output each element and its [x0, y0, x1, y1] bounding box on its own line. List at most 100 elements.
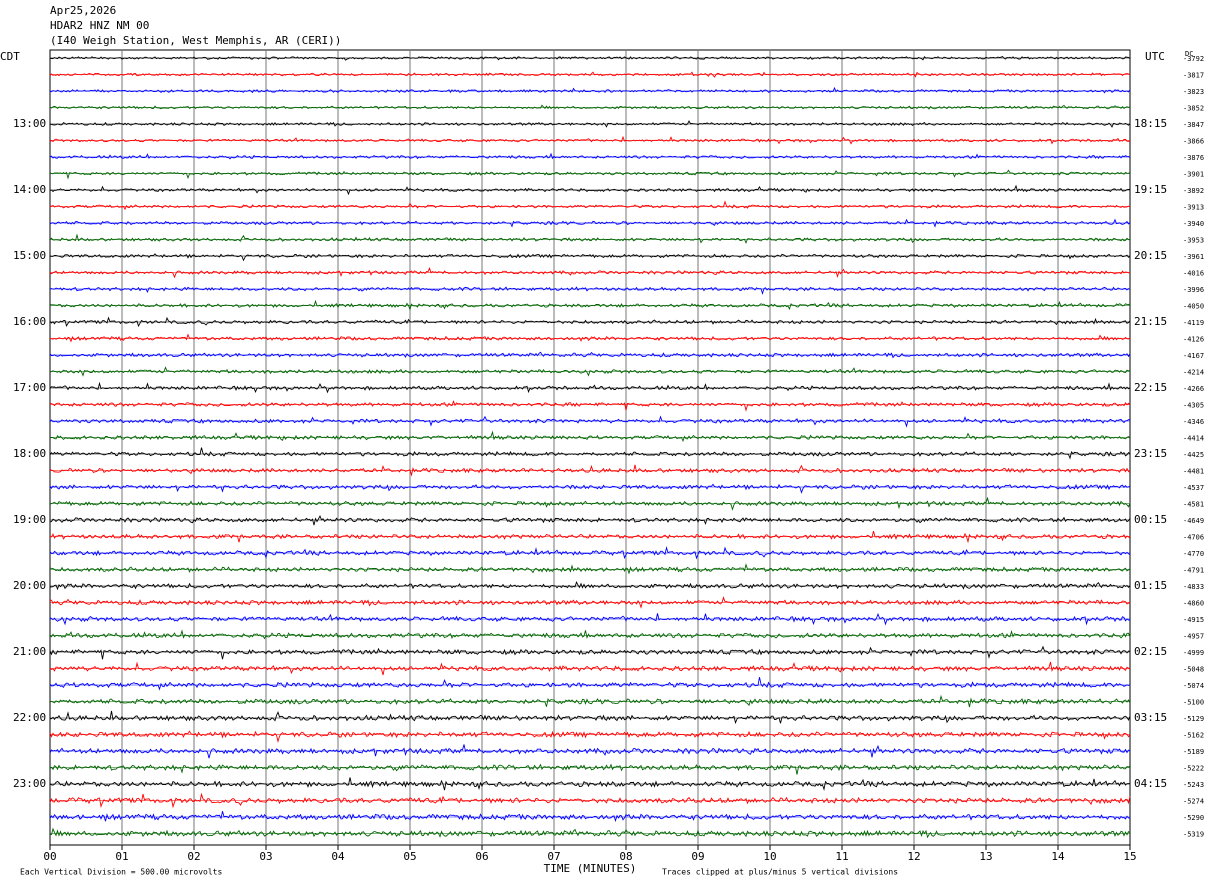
dc-offset: -3953	[1183, 237, 1204, 245]
dc-offset: -4537	[1183, 484, 1204, 492]
dc-offset: -4957	[1183, 633, 1204, 641]
x-tick-label: 14	[1051, 850, 1065, 863]
x-title: TIME (MINUTES)	[544, 862, 637, 875]
left-header: CDT	[0, 50, 20, 63]
dc-offset: -5319	[1183, 831, 1204, 839]
trace	[49, 233, 1131, 244]
x-tick-label: 11	[835, 850, 848, 863]
location: (I40 Weigh Station, West Memphis, AR (CE…	[50, 34, 341, 47]
right-time-label: 20:15	[1134, 249, 1167, 262]
dc-offset: -4119	[1183, 319, 1204, 327]
dc-offset: -4126	[1183, 336, 1204, 344]
trace	[49, 581, 1131, 591]
left-time-label: 17:00	[13, 381, 46, 394]
x-tick-label: 10	[763, 850, 776, 863]
dc-offset: -3792	[1183, 55, 1204, 63]
dc-offset: -5189	[1183, 748, 1204, 756]
trace	[49, 447, 1131, 460]
dc-offset: -5243	[1183, 781, 1204, 789]
right-time-label: 18:15	[1134, 117, 1167, 130]
dc-offset: -3817	[1183, 72, 1204, 80]
x-tick-label: 07	[547, 850, 560, 863]
right-time-label: 19:15	[1134, 183, 1167, 196]
dc-offset: -5274	[1183, 798, 1204, 806]
trace	[49, 545, 1131, 560]
trace	[49, 169, 1131, 180]
dc-offset: -4706	[1183, 534, 1204, 542]
right-time-label: 02:15	[1134, 645, 1167, 658]
trace	[49, 218, 1131, 228]
trace	[49, 366, 1130, 377]
trace	[49, 777, 1131, 792]
trace	[49, 629, 1131, 640]
trace	[49, 744, 1131, 759]
dc-offset: -5048	[1183, 666, 1204, 674]
right-time-label: 21:15	[1134, 315, 1167, 328]
trace	[49, 827, 1131, 839]
x-tick-label: 00	[43, 850, 56, 863]
dc-offset: -4266	[1183, 385, 1204, 393]
x-tick-label: 12	[907, 850, 920, 863]
x-tick-label: 04	[331, 850, 345, 863]
left-time-label: 19:00	[13, 513, 46, 526]
dc-offset: -4999	[1183, 649, 1204, 657]
dc-offset: -5074	[1183, 682, 1204, 690]
trace	[49, 496, 1131, 511]
trace	[49, 694, 1131, 708]
left-time-label: 13:00	[13, 117, 46, 130]
trace	[49, 104, 1131, 110]
dc-offset: -5290	[1183, 814, 1204, 822]
trace	[50, 563, 1131, 575]
dc-offset: -3996	[1183, 286, 1204, 294]
trace	[49, 381, 1131, 394]
x-tick-label: 02	[187, 850, 200, 863]
right-time-label: 01:15	[1134, 579, 1167, 592]
right-time-label: 03:15	[1134, 711, 1167, 724]
dc-offset: -3961	[1183, 253, 1204, 261]
dc-offset: -3913	[1183, 204, 1204, 212]
trace	[49, 661, 1131, 676]
trace	[49, 464, 1131, 477]
station: HDAR2 HNZ NM 00	[50, 19, 149, 32]
trace	[49, 730, 1131, 743]
x-tick-label: 13	[979, 850, 992, 863]
trace	[49, 710, 1131, 725]
dc-offset: -4346	[1183, 418, 1204, 426]
trace	[49, 184, 1131, 196]
trace	[49, 71, 1131, 78]
trace	[49, 430, 1131, 443]
trace	[49, 286, 1131, 296]
dc-offset: -4305	[1183, 402, 1204, 410]
left-time-label: 16:00	[13, 315, 46, 328]
plot-frame	[49, 49, 1131, 846]
dc-offset: -3876	[1183, 154, 1204, 162]
x-tick-label: 01	[115, 850, 128, 863]
trace	[49, 792, 1131, 809]
dc-offset: -3940	[1183, 220, 1204, 228]
right-time-label: 00:15	[1134, 513, 1167, 526]
left-time-label: 18:00	[13, 447, 46, 460]
trace	[49, 135, 1131, 145]
dc-offset: -4833	[1183, 583, 1204, 591]
dc-offset: -4791	[1183, 567, 1204, 575]
dc-offset: -4649	[1183, 517, 1204, 525]
left-time-label: 22:00	[13, 711, 46, 724]
trace	[49, 86, 1131, 94]
left-time-label: 23:00	[13, 777, 46, 790]
dc-offset: -4414	[1183, 435, 1204, 443]
dc-header: DC	[1185, 50, 1193, 58]
trace	[49, 333, 1131, 343]
trace	[49, 811, 1131, 823]
x-tick-label: 15	[1123, 850, 1136, 863]
trace	[49, 120, 1131, 128]
dc-offset: -3901	[1183, 171, 1204, 179]
dc-offset: -5129	[1183, 715, 1204, 723]
left-time-label: 20:00	[13, 579, 46, 592]
dc-offset: -4050	[1183, 303, 1204, 311]
trace	[49, 152, 1131, 160]
trace	[49, 530, 1131, 544]
dc-offset: -5100	[1183, 699, 1204, 707]
x-tick-label: 08	[619, 850, 632, 863]
dc-offset: -3852	[1183, 105, 1204, 113]
